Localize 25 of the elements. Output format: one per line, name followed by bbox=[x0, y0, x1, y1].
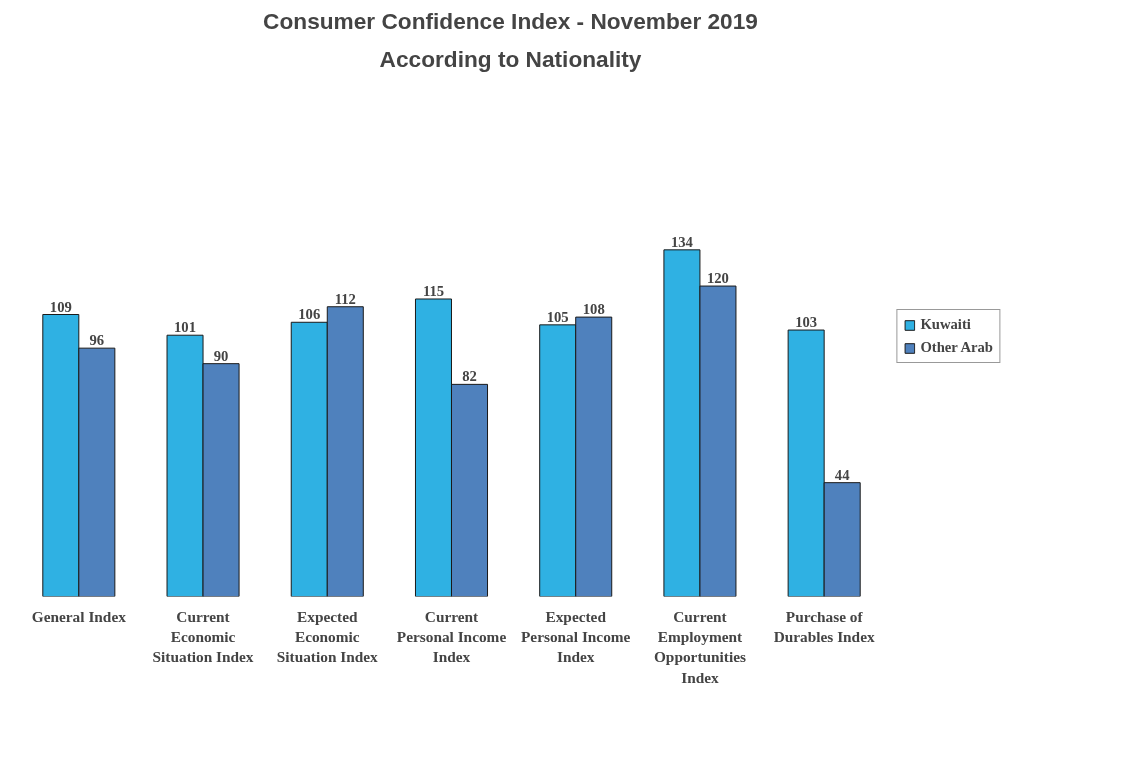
data-label: 90 bbox=[213, 347, 229, 364]
data-label: 120 bbox=[706, 270, 729, 287]
data-label: 103 bbox=[795, 314, 818, 331]
data-label: 108 bbox=[582, 301, 605, 318]
data-label: 134 bbox=[670, 233, 694, 250]
data-label: 96 bbox=[89, 332, 105, 349]
data-label: 109 bbox=[49, 298, 72, 315]
x-tick-label: Expected Economic Situation Index bbox=[276, 607, 379, 666]
data-label: 106 bbox=[298, 306, 321, 323]
x-tick-label: General Index bbox=[31, 607, 127, 625]
legend-label: Kuwaiti bbox=[920, 316, 971, 333]
x-tick-label: Expected Personal Income Index bbox=[521, 607, 631, 666]
chart-subtitle: According to Nationality bbox=[379, 45, 642, 72]
legend-label: Other Arab bbox=[920, 339, 993, 356]
x-tick-label: Current Economic Situation Index bbox=[152, 607, 254, 666]
x-tick-label: Current Personal Income Index bbox=[396, 607, 507, 666]
data-label: 82 bbox=[462, 368, 477, 385]
chart-title: Consumer Confidence Index - November 2019 bbox=[263, 7, 758, 34]
x-tick-label: Purchase of Durables Index bbox=[773, 607, 875, 645]
data-label: 101 bbox=[174, 319, 197, 336]
data-label: 115 bbox=[422, 282, 445, 299]
data-label: 105 bbox=[546, 308, 569, 325]
data-label: 44 bbox=[834, 466, 851, 483]
x-tick-label: Current Employment Opportunities Index bbox=[653, 607, 746, 686]
data-label: 112 bbox=[334, 290, 356, 307]
